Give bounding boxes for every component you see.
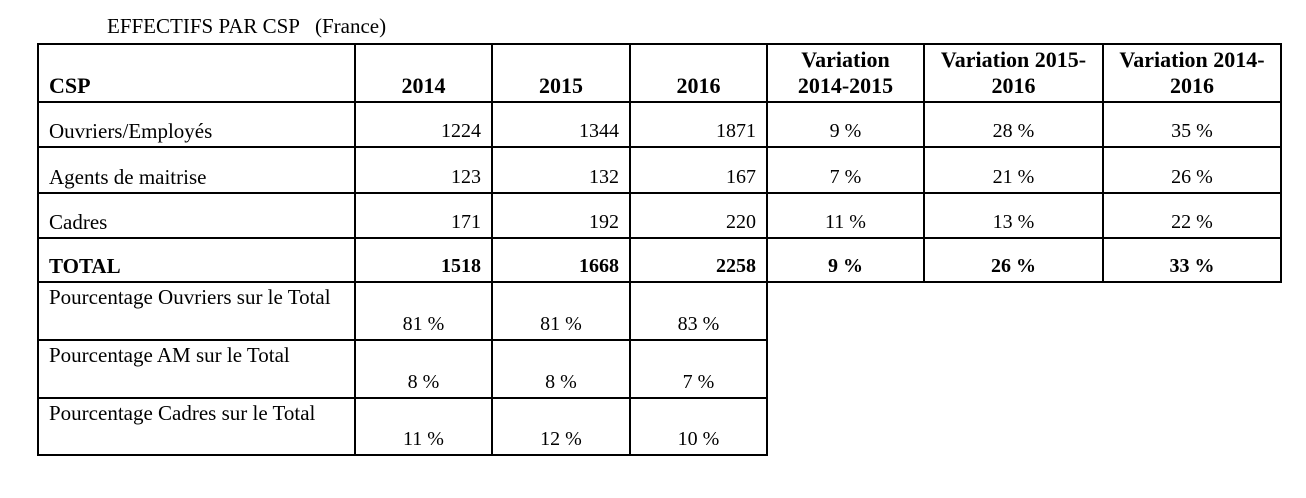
table-cell: 10 % xyxy=(629,397,768,456)
table-cell: 33 % xyxy=(1102,237,1282,283)
cell-text: Pourcentage Cadres sur le Total xyxy=(49,401,316,425)
table-cell: 1668 xyxy=(491,237,631,283)
cell-text: 171 xyxy=(451,211,481,233)
table-cell: Agents de maitrise xyxy=(37,146,356,194)
cell-text: 8 % xyxy=(407,371,440,393)
table-cell: 8 % xyxy=(354,339,493,399)
cell-text: 83 % xyxy=(677,313,720,335)
cell-text: 35 % xyxy=(1171,120,1213,142)
cell-text: Cadres xyxy=(49,210,108,234)
table-cell: 9 % xyxy=(766,237,925,283)
table-cell: 123 xyxy=(354,146,493,194)
table-cell: Ouvriers/Employés xyxy=(37,101,356,148)
table-cell: 12 % xyxy=(491,397,631,456)
table-cell: 132 xyxy=(491,146,631,194)
table-cell: Pourcentage Cadres sur le Total xyxy=(37,397,356,456)
total-text: 1668 xyxy=(579,255,619,277)
table-cell: 1344 xyxy=(491,101,631,148)
table-cell: 2016 xyxy=(629,43,768,103)
header-text: 2016 xyxy=(676,73,721,98)
table-cell: 220 xyxy=(629,192,768,239)
header-text: Variation 2014-2015 xyxy=(797,47,894,98)
cell-text: 9 % xyxy=(829,120,862,142)
total-text: 33 % xyxy=(1169,255,1215,277)
table-cell: Variation 2014-2016 xyxy=(1102,43,1282,103)
table-cell: 26 % xyxy=(1102,146,1282,194)
cell-text: 11 % xyxy=(825,211,866,233)
table-cell: 8 % xyxy=(491,339,631,399)
cell-text: Ouvriers/Employés xyxy=(49,119,213,143)
table-cell: 167 xyxy=(629,146,768,194)
cell-text: 220 xyxy=(726,211,756,233)
table-cell: 81 % xyxy=(354,281,493,341)
cell-text: 10 % xyxy=(677,428,720,450)
total-text: 26 % xyxy=(991,255,1036,277)
cell-text: Agents de maitrise xyxy=(49,165,207,189)
table-cell: 1518 xyxy=(354,237,493,283)
table-cell: Pourcentage Ouvriers sur le Total xyxy=(37,281,356,341)
total-text: 2258 xyxy=(716,255,756,277)
table-cell: 81 % xyxy=(491,281,631,341)
cell-text: Pourcentage AM sur le Total xyxy=(49,343,290,367)
table-cell: 83 % xyxy=(629,281,768,341)
table-cell: CSP xyxy=(37,43,356,103)
cell-text: 7 % xyxy=(829,166,862,188)
header-text: Variation 2014-2016 xyxy=(1119,47,1265,98)
header-text: 2014 xyxy=(401,73,446,98)
cell-text: Pourcentage Ouvriers sur le Total xyxy=(49,285,331,309)
table-cell: 7 % xyxy=(766,146,925,194)
table-cell: 28 % xyxy=(923,101,1104,148)
table-cell: 9 % xyxy=(766,101,925,148)
cell-text: 8 % xyxy=(545,371,577,393)
table-cell: Pourcentage AM sur le Total xyxy=(37,339,356,399)
cell-text: 132 xyxy=(589,166,619,188)
table-cell: 11 % xyxy=(354,397,493,456)
cell-text: 81 % xyxy=(540,313,582,335)
cell-text: 1344 xyxy=(579,120,619,142)
table-cell: Variation 2014-2015 xyxy=(766,43,925,103)
table-cell: 22 % xyxy=(1102,192,1282,239)
cell-text: 1871 xyxy=(716,120,756,142)
cell-text: 123 xyxy=(451,166,481,188)
total-text: TOTAL xyxy=(49,254,121,278)
total-text: 9 % xyxy=(828,255,863,277)
table-cell: 2015 xyxy=(491,43,631,103)
header-text: Variation 2015-2016 xyxy=(940,47,1087,98)
cell-text: 7 % xyxy=(682,371,715,393)
table-cell: 192 xyxy=(491,192,631,239)
table-cell: 35 % xyxy=(1102,101,1282,148)
cell-text: 21 % xyxy=(992,166,1035,188)
table-cell: 7 % xyxy=(629,339,768,399)
table-cell: 171 xyxy=(354,192,493,239)
header-text: 2015 xyxy=(539,73,583,98)
header-text: CSP xyxy=(49,73,91,98)
total-text: 1518 xyxy=(441,255,481,277)
table-cell: 2014 xyxy=(354,43,493,103)
table-cell: TOTAL xyxy=(37,237,356,283)
table-cell: 1871 xyxy=(629,101,768,148)
table-cell: Variation 2015-2016 xyxy=(923,43,1104,103)
table-title: EFFECTIFS PAR CSP (France) xyxy=(107,14,387,38)
table-cell: 13 % xyxy=(923,192,1104,239)
cell-text: 167 xyxy=(726,166,756,188)
cell-text: 22 % xyxy=(1171,211,1213,233)
cell-text: 28 % xyxy=(992,120,1035,142)
cell-text: 11 % xyxy=(403,428,444,450)
table-cell: 11 % xyxy=(766,192,925,239)
cell-text: 81 % xyxy=(402,313,445,335)
cell-text: 13 % xyxy=(992,211,1035,233)
table-cell: 1224 xyxy=(354,101,493,148)
table-cell: Cadres xyxy=(37,192,356,239)
table-cell: 2258 xyxy=(629,237,768,283)
table-cell: 26 % xyxy=(923,237,1104,283)
table-cell: 21 % xyxy=(923,146,1104,194)
cell-text: 26 % xyxy=(1171,166,1213,188)
cell-text: 192 xyxy=(589,211,619,233)
cell-text: 12 % xyxy=(540,428,582,450)
cell-text: 1224 xyxy=(441,120,481,142)
